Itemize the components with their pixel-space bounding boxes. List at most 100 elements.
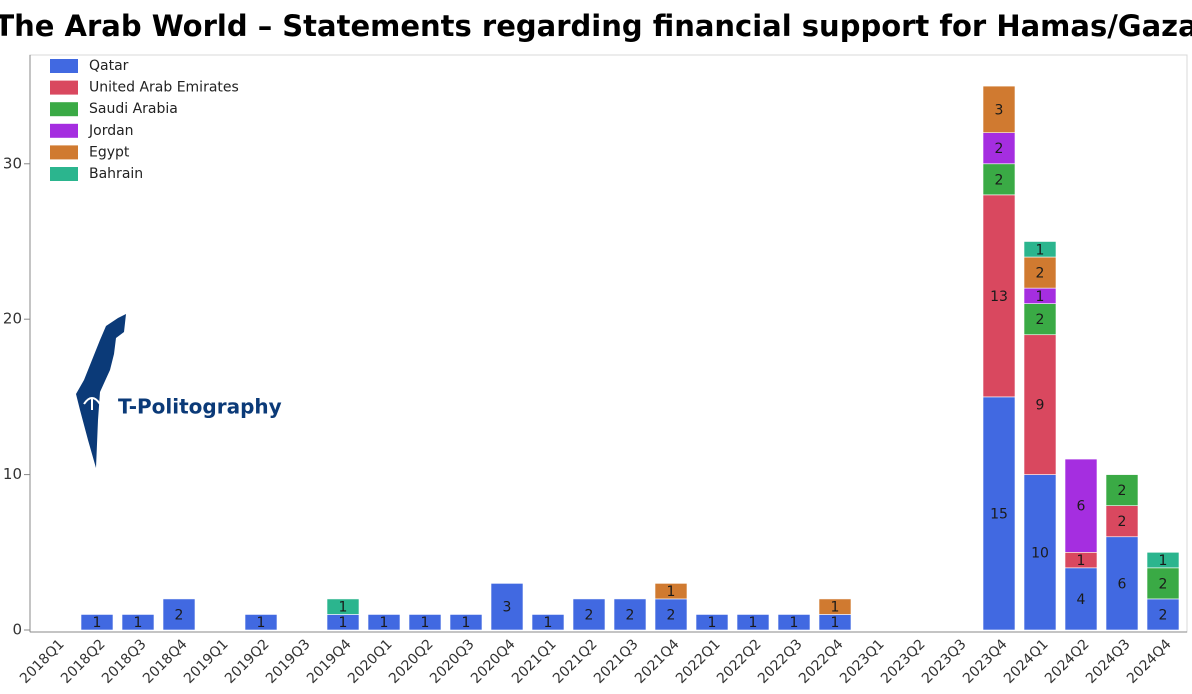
x-tick-label: 2018Q3	[99, 636, 150, 687]
bar-segment	[982, 132, 1016, 165]
data-label: 1	[790, 615, 799, 631]
legend-swatch	[50, 145, 78, 160]
bar-segment	[613, 598, 647, 631]
legend-label: Egypt	[89, 144, 130, 160]
bar-segment	[982, 85, 1016, 134]
x-tick-label: 2020Q2	[386, 636, 437, 687]
data-label: 1	[1159, 553, 1168, 569]
bar-segment	[80, 614, 114, 631]
logo-icon	[83, 397, 101, 410]
data-label: 1	[462, 615, 471, 631]
logo-map	[76, 314, 126, 468]
x-tick-label: 2022Q3	[755, 636, 806, 687]
logo: T-Politography	[76, 314, 282, 468]
x-tick-label: 2019Q4	[304, 636, 355, 687]
data-label: 2	[585, 607, 594, 623]
x-tick-label: 2022Q2	[714, 636, 765, 687]
bar-segment	[1023, 241, 1057, 258]
x-tick-label: 2018Q4	[140, 636, 191, 687]
data-label: 13	[990, 289, 1008, 305]
bar-segment	[490, 583, 524, 631]
data-label: 1	[339, 615, 348, 631]
data-label: 2	[1159, 607, 1168, 623]
bar-segment	[1105, 474, 1139, 506]
x-tick-label: 2022Q4	[796, 636, 847, 687]
data-label: 2	[1118, 483, 1127, 499]
legend-label: Qatar	[89, 58, 129, 74]
bar-segment	[1064, 567, 1098, 631]
data-label: 2	[1159, 576, 1168, 592]
bar-segment	[1105, 536, 1139, 631]
bar-segment	[695, 614, 729, 631]
bar-segment	[367, 614, 401, 631]
data-label: 3	[503, 600, 512, 616]
x-tick-label: 2022Q1	[673, 636, 724, 687]
data-label: 1	[257, 615, 266, 631]
x-tick-label: 2021Q2	[550, 636, 601, 687]
data-label: 6	[1077, 499, 1086, 515]
x-tick-label: 2019Q3	[263, 636, 314, 687]
legend-label: Saudi Arabia	[89, 101, 178, 117]
x-tick-label: 2024Q1	[1001, 636, 1052, 687]
data-label: 2	[1118, 514, 1127, 530]
logo-text: T-Politography	[118, 395, 282, 419]
x-tick-label: 2024Q2	[1042, 636, 1093, 687]
y-tick-label: 30	[3, 154, 22, 172]
bar-segment	[1064, 458, 1098, 553]
x-tick-label: 2021Q1	[509, 636, 560, 687]
bar-segment	[1146, 567, 1180, 600]
bar-segment	[408, 614, 442, 631]
legend-label: United Arab Emirates	[89, 80, 239, 96]
x-tick-label: 2020Q1	[345, 636, 396, 687]
x-tick-label: 2019Q1	[181, 636, 232, 687]
data-label: 1	[380, 615, 389, 631]
data-label: 15	[990, 506, 1008, 522]
bar-segment	[449, 614, 483, 631]
bar-segment	[121, 614, 155, 631]
bar-segment	[1023, 256, 1057, 289]
x-tick-label: 2021Q3	[591, 636, 642, 687]
data-label: 1	[749, 615, 758, 631]
data-label: 1	[1077, 553, 1086, 569]
legend-swatch	[50, 102, 78, 117]
x-tick-label: 2018Q2	[58, 636, 109, 687]
data-label: 1	[831, 615, 840, 631]
data-label: 2	[995, 141, 1004, 157]
bar-segment	[818, 598, 852, 615]
bar-segment	[654, 583, 688, 600]
data-label: 10	[1031, 545, 1049, 561]
data-label: 6	[1118, 576, 1127, 592]
bar-segment	[531, 614, 565, 631]
legend-swatch	[50, 59, 78, 73]
x-tick-label: 2023Q2	[878, 636, 929, 687]
bar-segment	[162, 598, 196, 631]
data-label: 1	[93, 615, 102, 631]
bar-segment	[777, 614, 811, 631]
x-tick-label: 2023Q1	[837, 636, 888, 687]
bar-segment	[244, 614, 278, 631]
bar-segment	[1146, 551, 1180, 569]
bar-segment	[982, 163, 1016, 196]
data-label: 9	[1036, 398, 1045, 414]
bar-segment	[326, 598, 360, 615]
legend-swatch	[50, 167, 78, 181]
x-tick-label: 2020Q3	[427, 636, 478, 687]
bar-segment	[982, 396, 1016, 631]
data-label: 2	[626, 607, 635, 623]
x-tick-label: 2019Q2	[222, 636, 273, 687]
x-tick-label: 2018Q1	[17, 636, 68, 687]
data-label: 1	[421, 615, 430, 631]
bar-segment	[572, 598, 606, 631]
data-label: 1	[1036, 289, 1045, 305]
legend-label: Jordan	[88, 123, 134, 139]
y-tick-label: 0	[12, 621, 22, 639]
chart-title: The Arab World – Statements regarding fi…	[0, 9, 1192, 43]
bar-segment	[1023, 334, 1057, 475]
data-label: 1	[667, 584, 676, 600]
data-label: 1	[339, 600, 348, 616]
x-tick-label: 2023Q4	[960, 636, 1011, 687]
x-tick-label: 2023Q3	[919, 636, 970, 687]
legend-swatch	[50, 123, 78, 138]
data-label: 1	[831, 600, 840, 616]
